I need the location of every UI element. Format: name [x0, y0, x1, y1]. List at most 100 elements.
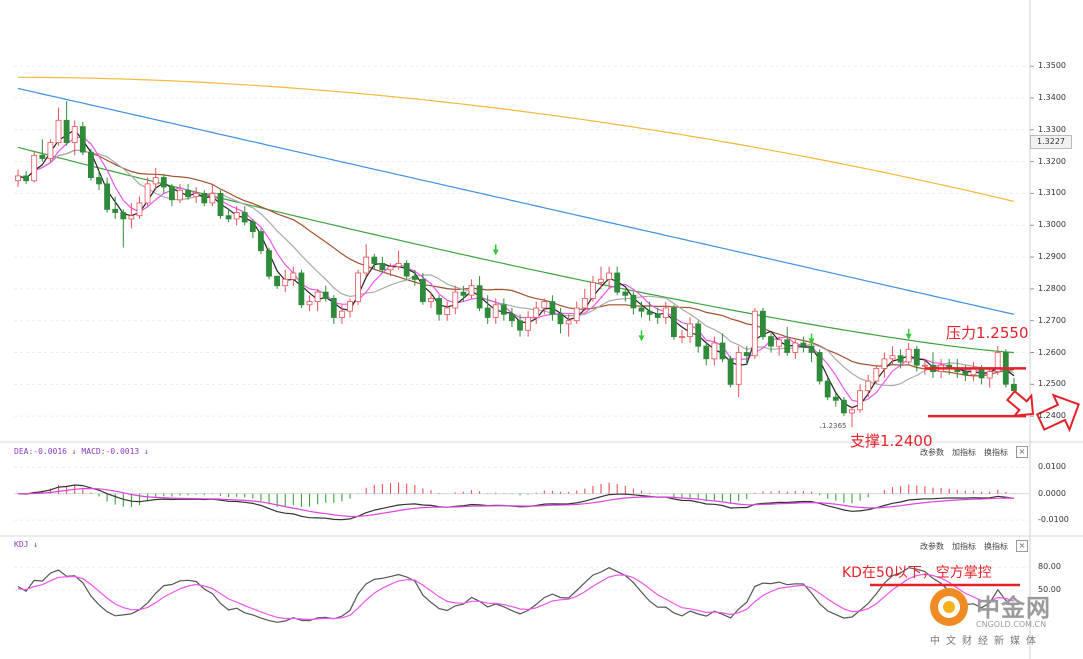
edit-params-button[interactable]: 改参数: [920, 447, 944, 457]
candle-body: [816, 352, 823, 382]
candle-body: [905, 348, 912, 363]
kdj-panel-buttons: 改参数 加指标 换指标 ×: [920, 540, 1028, 552]
candle-body: [508, 313, 515, 322]
switch-indicator-button[interactable]: 换指标: [984, 447, 1008, 457]
candle-body: [849, 409, 855, 414]
candle-body: [776, 339, 782, 347]
switch-indicator-button[interactable]: 换指标: [984, 541, 1008, 551]
resistance-label: 压力1.2550: [946, 324, 1029, 342]
price-tick-label: 1.2800: [1038, 283, 1066, 293]
candle-body: [282, 278, 289, 287]
candle-body: [881, 358, 888, 369]
candle-body: [598, 278, 604, 283]
candle-body: [565, 320, 572, 325]
candle-body: [784, 339, 791, 353]
support-label: 支撑1.2400: [850, 432, 933, 450]
candle-body: [338, 310, 345, 319]
candle-body: [557, 313, 564, 325]
price-tick-label: 1.2700: [1038, 315, 1066, 325]
ma-line: [17, 146, 1015, 354]
candle-body: [177, 189, 183, 201]
kdj-tick-label: 80.00: [1038, 562, 1061, 572]
candle-body: [201, 192, 208, 204]
signal-arrow-icon: [808, 338, 815, 345]
macd-dea-line: [18, 487, 1015, 518]
candle-body: [185, 189, 192, 198]
candle-body: [889, 355, 896, 360]
signal-arrow-icon: [905, 333, 912, 340]
down-arrow-icon: [1035, 393, 1080, 433]
candle-body: [549, 301, 556, 315]
macd-dif-line: [17, 484, 1015, 521]
candle-body: [136, 202, 143, 217]
ma-line: [17, 149, 1015, 377]
candle-body: [371, 256, 378, 264]
candle-body: [792, 342, 799, 353]
candle-body: [96, 177, 102, 185]
candle-body: [978, 367, 985, 379]
candle-body: [15, 175, 21, 182]
candle-body: [517, 320, 523, 331]
candle-body: [257, 231, 264, 252]
candle-body: [468, 285, 475, 296]
ma-line: [17, 87, 1015, 315]
candle-body: [897, 355, 904, 363]
kdj-k-line: [17, 567, 1015, 623]
candle-body: [614, 272, 621, 293]
price-tick-label: 1.3300: [1038, 124, 1066, 134]
candle-body: [590, 282, 596, 299]
candle-body: [760, 310, 766, 338]
add-indicator-button[interactable]: 加指标: [952, 541, 976, 551]
candle-body: [484, 307, 491, 318]
macd-legend: DEA:-0.0016 ↓ MACD:-0.0013 ↓: [14, 447, 149, 456]
moving-average-lines: [17, 76, 1015, 409]
candle-body: [330, 297, 337, 318]
candle-body: [347, 301, 353, 312]
candle-body: [233, 212, 240, 220]
candle-body: [606, 272, 612, 280]
candle-body: [460, 291, 467, 296]
candle-body: [492, 304, 499, 318]
ma-line: [18, 76, 1015, 202]
candle-body: [23, 175, 30, 182]
candle-body: [444, 307, 451, 315]
candle-body: [525, 317, 531, 331]
candle-body: [363, 256, 370, 274]
close-icon[interactable]: ×: [1016, 540, 1028, 552]
candle-body: [63, 119, 70, 144]
price-tick-label: 1.3500: [1038, 61, 1066, 71]
candle-body: [630, 294, 637, 309]
close-icon[interactable]: ×: [1016, 446, 1028, 458]
candle-body: [71, 126, 78, 143]
current-price-label: 1.3227: [1030, 135, 1072, 149]
candle-body: [298, 272, 305, 306]
macd-panel-buttons: 改参数 加指标 换指标 ×: [920, 446, 1028, 458]
candle-body: [387, 266, 394, 271]
candle-body: [379, 262, 386, 271]
candle-body: [152, 177, 159, 185]
candle-body: [144, 183, 151, 204]
signal-arrow-icon: [492, 249, 499, 256]
candle-body: [865, 380, 872, 392]
macd-panel: [14, 466, 1030, 521]
candle-body: [873, 367, 880, 382]
candle-body: [452, 291, 459, 309]
candle-body: [428, 297, 434, 302]
candle-body: [824, 380, 831, 398]
candlestick-series: [15, 101, 1017, 428]
candle-body: [913, 348, 920, 366]
candle-body: [55, 119, 62, 144]
candle-body: [768, 336, 774, 347]
candle-body: [160, 177, 167, 188]
add-indicator-button[interactable]: 加指标: [952, 447, 976, 457]
candle-body: [168, 186, 175, 201]
candle-body: [88, 151, 94, 179]
edit-params-button[interactable]: 改参数: [920, 541, 944, 551]
low-price-label: 1.2365: [822, 422, 847, 430]
candle-body: [225, 215, 232, 220]
candle-body: [193, 192, 200, 197]
signal-arrow-icon: [638, 335, 645, 342]
cngold-logo: 中金网 CNGOLD.COM.CN 中文财经新媒体: [928, 586, 1078, 648]
price-tick-label: 1.3200: [1038, 156, 1066, 166]
candle-body: [711, 342, 718, 360]
